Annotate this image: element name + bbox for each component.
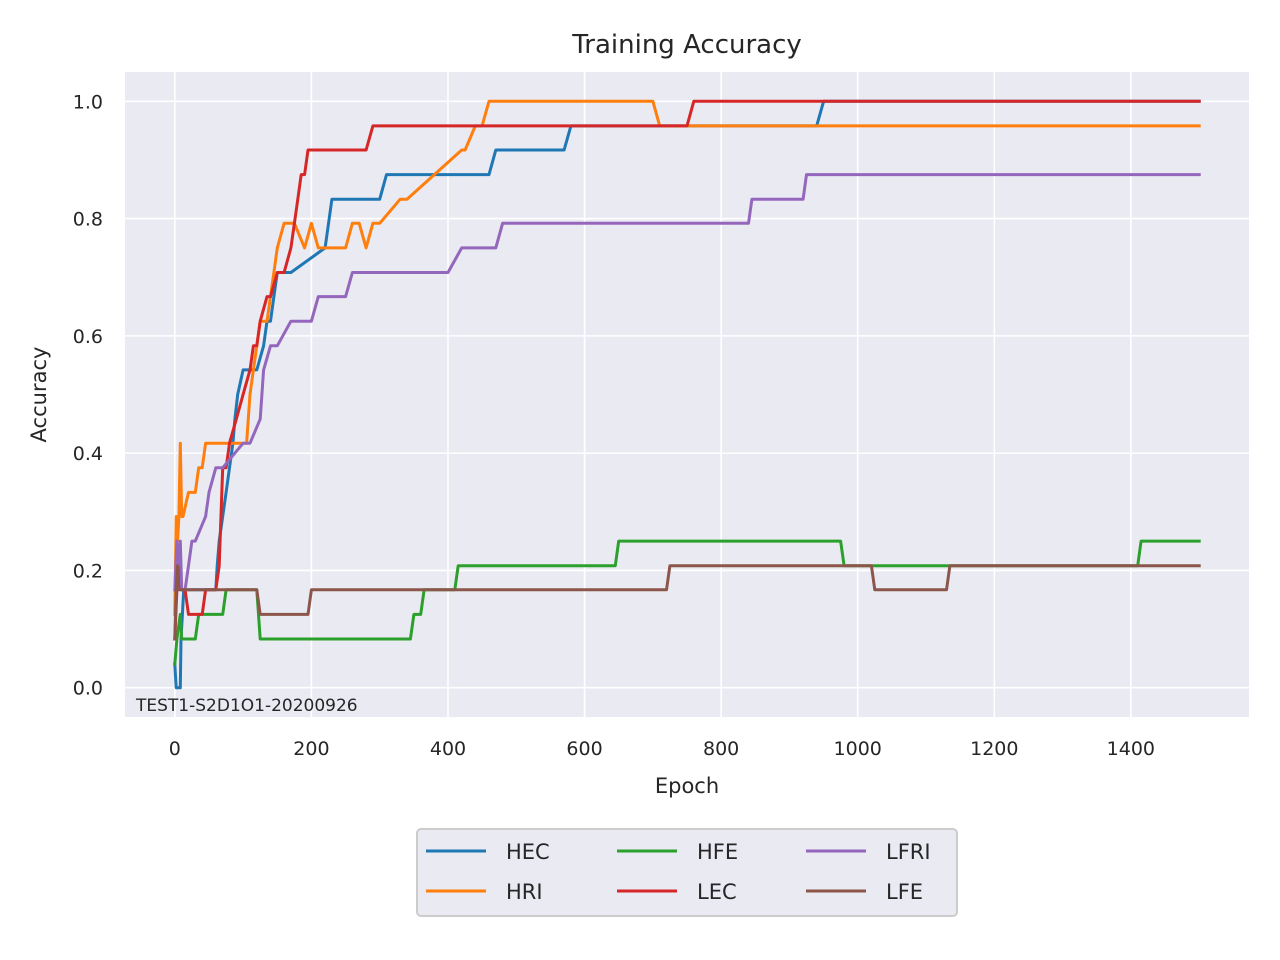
legend-label-hfe: HFE: [697, 840, 738, 864]
x-tick-label: 1000: [834, 738, 882, 760]
x-tick-label: 600: [566, 738, 602, 760]
y-tick-label: 0.0: [73, 678, 103, 700]
series-line-lfe: [173, 564, 1201, 641]
x-tick-label: 1400: [1107, 738, 1155, 760]
y-tick-label: 0.2: [73, 560, 103, 582]
grid: [125, 72, 1249, 717]
series-line-lfri: [173, 173, 1201, 592]
x-axis-label: Epoch: [655, 774, 719, 798]
x-axis-ticks: 0 200 400 600 800 1000 1200 1400: [169, 738, 1155, 760]
series-layer: [173, 99, 1201, 690]
legend-label-lec: LEC: [697, 880, 737, 904]
x-tick-label: 400: [430, 738, 466, 760]
run-annotation: TEST1-S2D1O1-20200926: [135, 696, 358, 716]
x-tick-label: 800: [703, 738, 739, 760]
legend-box: [416, 828, 958, 917]
series-line-hec: [173, 99, 1201, 690]
y-axis-label: Accuracy: [27, 347, 51, 443]
legend-label-lfri: LFRI: [886, 840, 931, 864]
x-tick-label: 200: [293, 738, 329, 760]
legend: HEC HRI HFE LEC LFRI LFE: [416, 828, 958, 917]
y-tick-label: 0.6: [73, 326, 103, 348]
y-tick-label: 0.8: [73, 209, 103, 231]
y-axis-ticks: 0.0 0.2 0.4 0.6 0.8 1.0: [73, 91, 103, 699]
y-tick-label: 1.0: [73, 91, 103, 113]
legend-label-lfe: LFE: [886, 880, 923, 904]
series-line-lec: [173, 99, 1201, 641]
series-line-hri: [173, 99, 1201, 616]
series-line-hfe: [173, 539, 1201, 666]
x-tick-label: 0: [169, 738, 181, 760]
plot-area: [125, 72, 1249, 717]
legend-label-hri: HRI: [506, 880, 543, 904]
chart-title: Training Accuracy: [571, 30, 802, 60]
legend-label-hec: HEC: [506, 840, 550, 864]
x-tick-label: 1200: [970, 738, 1018, 760]
y-tick-label: 0.4: [73, 443, 103, 465]
